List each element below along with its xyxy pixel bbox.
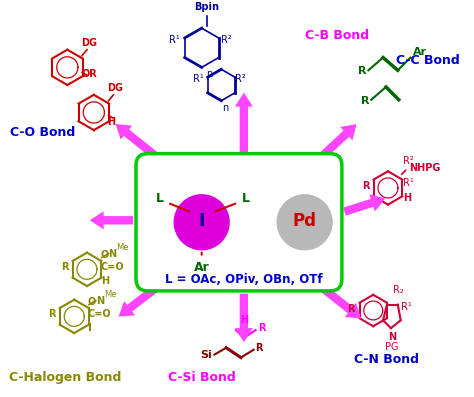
Text: R¹: R¹ [403, 178, 413, 188]
Text: DG: DG [81, 38, 97, 48]
Text: Bpin: Bpin [194, 2, 219, 12]
Text: R²: R² [235, 74, 246, 84]
Text: R: R [361, 96, 369, 106]
Text: NHPG: NHPG [410, 163, 441, 173]
Text: H: H [240, 315, 248, 325]
Text: Si: Si [201, 350, 212, 360]
FancyArrowPatch shape [90, 211, 133, 229]
Text: R²: R² [403, 156, 413, 166]
Text: H: H [403, 193, 411, 203]
Text: n: n [222, 103, 228, 113]
Circle shape [277, 195, 332, 250]
Text: OR: OR [81, 69, 97, 79]
Text: Me: Me [104, 290, 116, 299]
Circle shape [174, 195, 229, 250]
Text: R¹: R¹ [193, 74, 204, 84]
Text: C=O: C=O [88, 309, 111, 320]
FancyArrowPatch shape [235, 93, 253, 153]
Text: R: R [347, 304, 355, 314]
Text: C-C Bond: C-C Bond [396, 54, 460, 67]
Text: O: O [100, 250, 109, 260]
Text: H: H [108, 118, 116, 127]
Text: C-Si Bond: C-Si Bond [168, 371, 236, 384]
Text: C-O Bond: C-O Bond [10, 125, 76, 139]
FancyArrowPatch shape [316, 281, 361, 318]
Text: I: I [198, 212, 205, 230]
Text: R²: R² [221, 35, 232, 45]
Text: C-Halogen Bond: C-Halogen Bond [9, 371, 121, 384]
Text: C-B Bond: C-B Bond [305, 29, 369, 42]
Text: L: L [155, 192, 164, 205]
Text: n: n [206, 69, 213, 79]
Text: DG: DG [108, 83, 124, 93]
FancyArrowPatch shape [118, 281, 163, 317]
FancyBboxPatch shape [136, 154, 342, 291]
Text: R: R [48, 309, 55, 320]
Text: L: L [242, 192, 250, 205]
Text: Me: Me [117, 243, 129, 252]
Text: R: R [258, 323, 266, 333]
Text: Pd: Pd [292, 212, 317, 230]
FancyArrowPatch shape [343, 194, 385, 216]
Text: R¹: R¹ [401, 302, 411, 312]
Text: R: R [358, 66, 366, 76]
Text: I: I [88, 323, 92, 333]
FancyArrowPatch shape [235, 294, 253, 342]
Text: O: O [88, 297, 96, 306]
Text: Ar: Ar [194, 261, 210, 274]
Text: R₂: R₂ [393, 285, 403, 295]
Text: C=O: C=O [100, 262, 124, 272]
Text: R: R [255, 343, 263, 353]
Text: C-N Bond: C-N Bond [354, 353, 419, 366]
Text: R¹: R¹ [169, 35, 180, 45]
Text: L = OAc, OPiv, OBn, OTf: L = OAc, OPiv, OBn, OTf [165, 273, 323, 285]
FancyArrowPatch shape [116, 124, 163, 163]
Text: R: R [61, 262, 68, 272]
Text: N: N [96, 296, 104, 306]
Text: N: N [388, 332, 396, 342]
FancyArrowPatch shape [316, 124, 356, 163]
Text: PG: PG [385, 342, 399, 352]
Text: H: H [100, 276, 109, 286]
Text: R: R [362, 181, 369, 191]
Text: N: N [109, 249, 117, 258]
Text: Ar: Ar [412, 47, 427, 57]
